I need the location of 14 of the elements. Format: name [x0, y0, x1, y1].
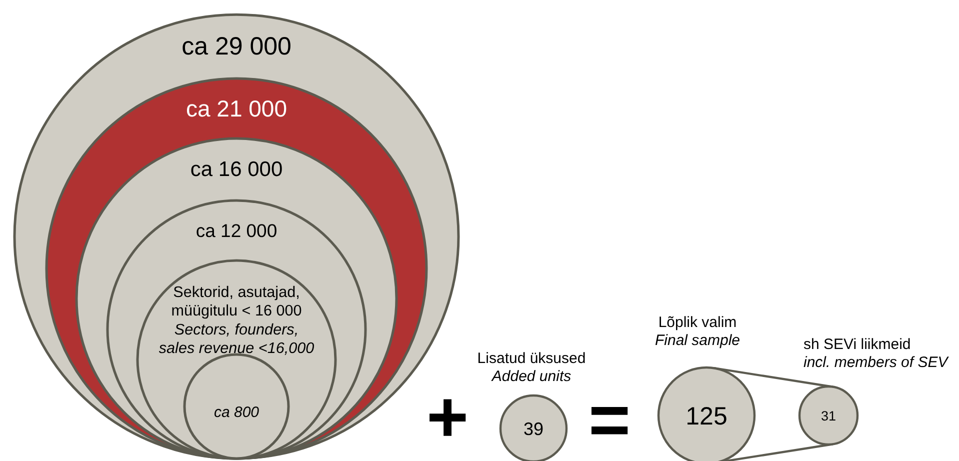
data-label: 39	[523, 419, 544, 439]
category-label: ca 800	[214, 404, 260, 421]
category-label: ca 29 000	[182, 32, 292, 60]
text: =	[588, 380, 631, 460]
data-label: 31	[820, 408, 836, 424]
category-label: Lisatud üksused Added units	[477, 350, 586, 386]
data-label: 125	[686, 402, 728, 430]
category-label: Sektorid, asutajad, müügitulu < 16 000 Sectors, founders, sales revenue <16,000	[158, 284, 315, 357]
category-label: Lõplik valim Final sample	[654, 314, 740, 350]
text: +	[426, 378, 469, 458]
category-label: ca 21 000	[186, 96, 288, 122]
category-label: ca 16 000	[190, 158, 283, 181]
category-label: ca 12 000	[196, 220, 278, 241]
category-label: sh SEVi liikmeid incl. members of SEV	[804, 336, 950, 372]
